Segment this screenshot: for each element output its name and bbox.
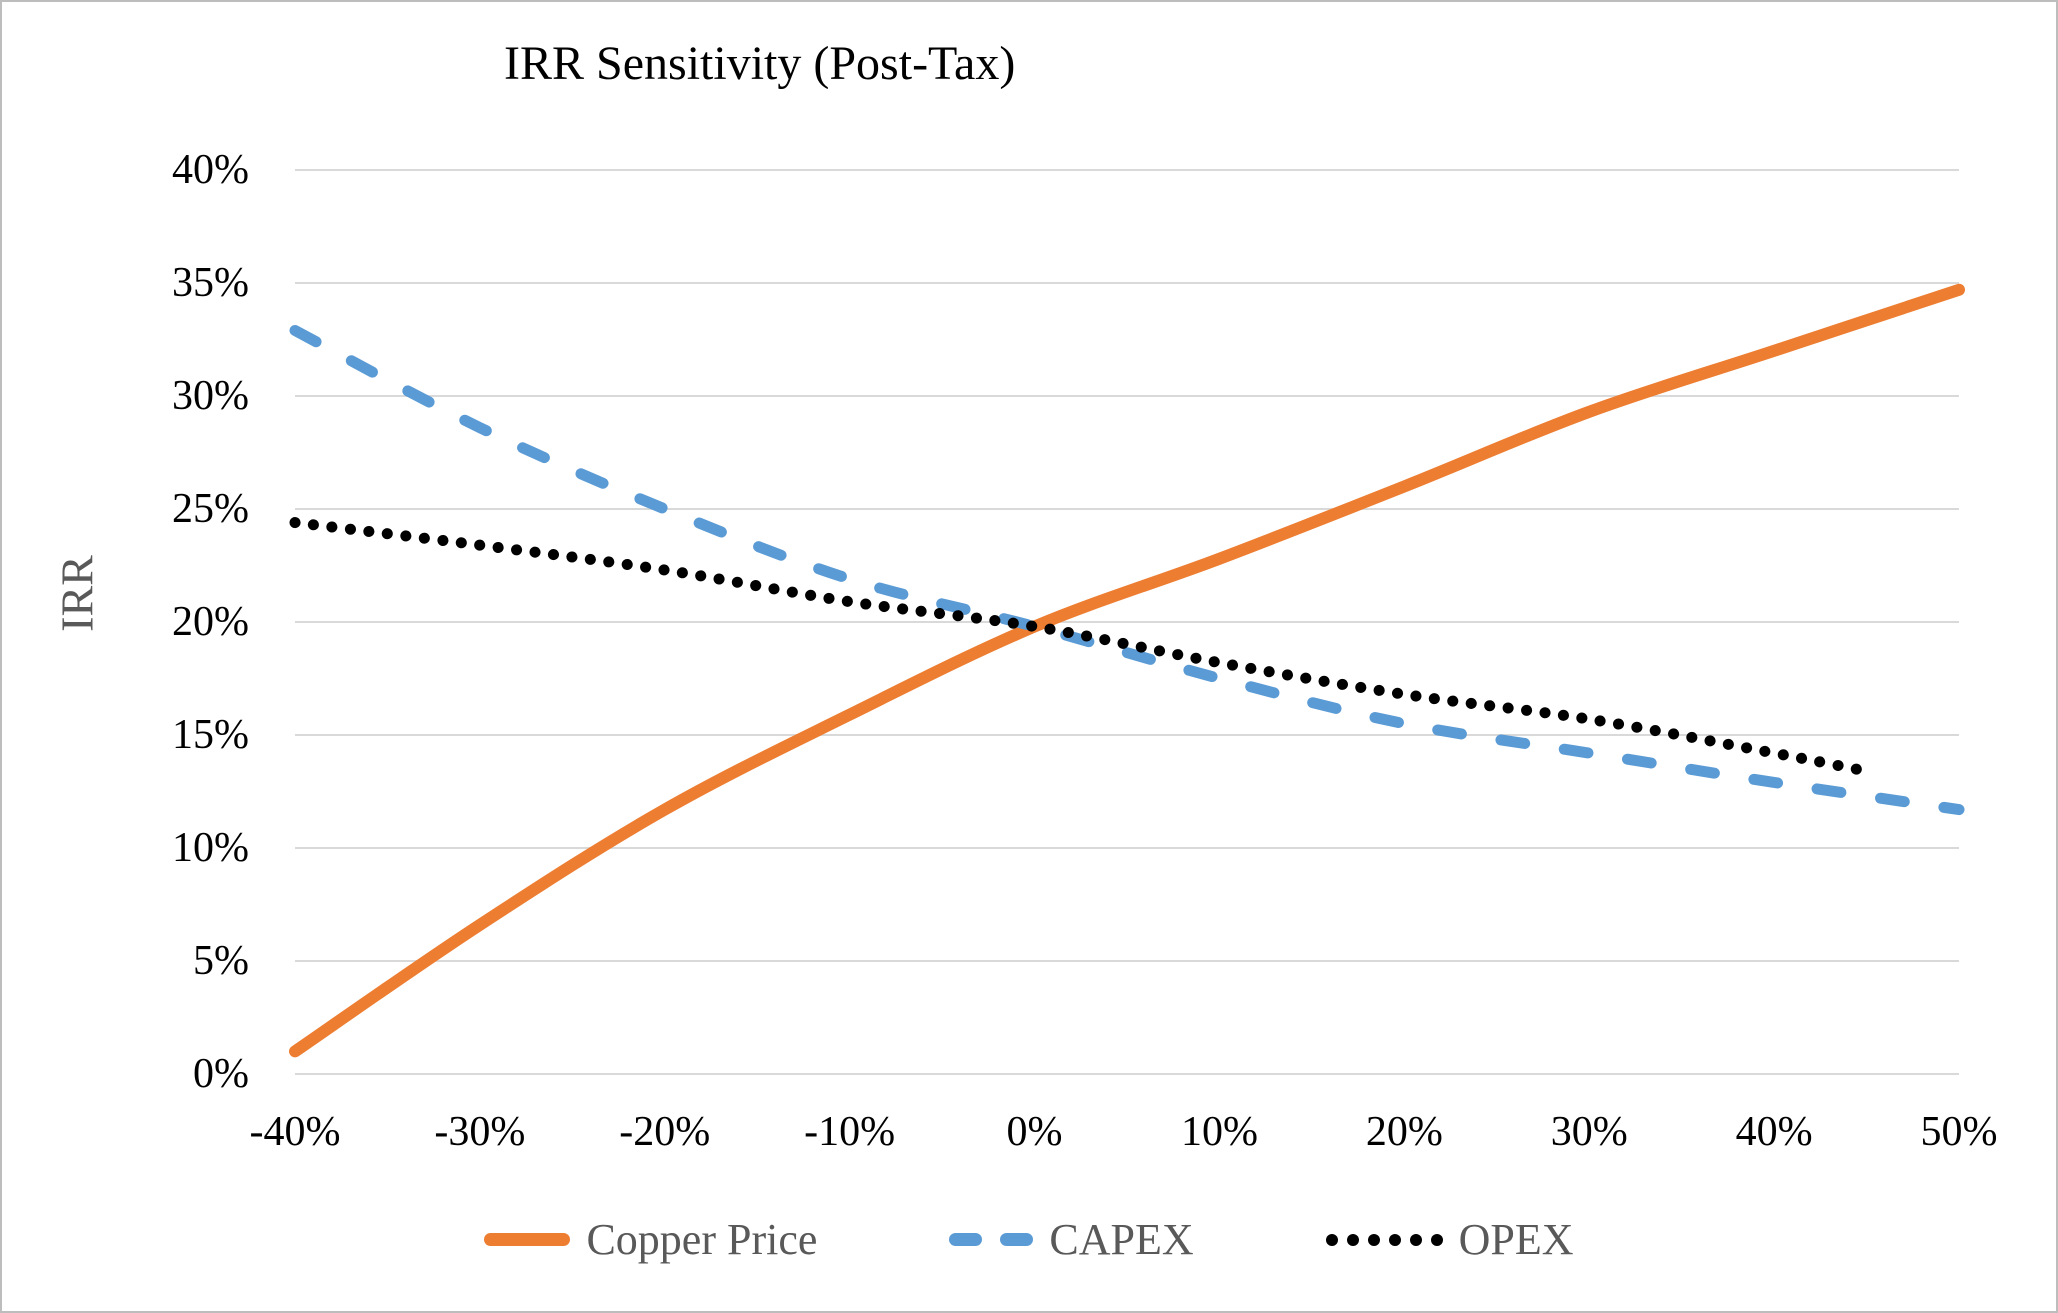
x-tick-label-50: 50% (1920, 1109, 1998, 1155)
y-tick-label-40: 40% (172, 147, 249, 193)
x-tick-label--40: -40% (249, 1109, 341, 1155)
legend-label-copper-price: Copper Price (586, 1215, 818, 1264)
series-lines (289, 283, 1965, 1058)
legend-dot (1367, 1233, 1380, 1246)
legend-dash (949, 1233, 983, 1246)
legend-item-copper-price: Copper Price (484, 1214, 817, 1265)
legend-dot (1430, 1233, 1443, 1246)
legend: Copper Price CAPEX OPEX (2, 1214, 2056, 1265)
legend-item-capex: CAPEX (949, 1214, 1194, 1265)
legend-dot (1346, 1233, 1359, 1246)
y-tick-label-35: 35% (172, 260, 249, 306)
y-tick-label-5: 5% (193, 938, 249, 984)
x-tick-label-40: 40% (1735, 1109, 1813, 1155)
legend-item-opex: OPEX (1325, 1214, 1574, 1265)
x-tick-label-0: 0% (1006, 1109, 1063, 1155)
legend-dash (1000, 1233, 1034, 1246)
y-tick-label-25: 25% (172, 486, 249, 532)
legend-label-opex: OPEX (1458, 1215, 1574, 1264)
y-tick-label-20: 20% (172, 599, 249, 645)
legend-dot (1409, 1233, 1422, 1246)
y-tick-label-15: 15% (172, 712, 249, 758)
series-line-opex (289, 517, 1873, 777)
legend-dot (1325, 1233, 1338, 1246)
x-tick-label--20: -20% (619, 1109, 711, 1155)
y-tick-label-10: 10% (172, 825, 249, 871)
legend-label-capex: CAPEX (1049, 1215, 1194, 1264)
x-tick-label-30: 30% (1550, 1109, 1628, 1155)
legend-swatch-capex-dashed-line-icon (949, 1233, 1034, 1246)
gridlines (295, 169, 1959, 1075)
x-tick-label--10: -10% (804, 1109, 896, 1155)
x-tick-label-20: 20% (1365, 1109, 1443, 1155)
legend-dot (1388, 1233, 1401, 1246)
series-line-copper-price (289, 283, 1965, 1058)
y-tick-label-0: 0% (193, 1051, 249, 1097)
chart-title: IRR Sensitivity (Post-Tax) (504, 37, 1016, 90)
x-tick-label--30: -30% (434, 1109, 526, 1155)
legend-swatch-opex-dotted-line-icon (1325, 1233, 1443, 1246)
x-tick-label-10: 10% (1180, 1109, 1258, 1155)
y-tick-label-30: 30% (172, 373, 249, 419)
legend-swatch-copper-price-solid-line-icon (484, 1233, 571, 1246)
